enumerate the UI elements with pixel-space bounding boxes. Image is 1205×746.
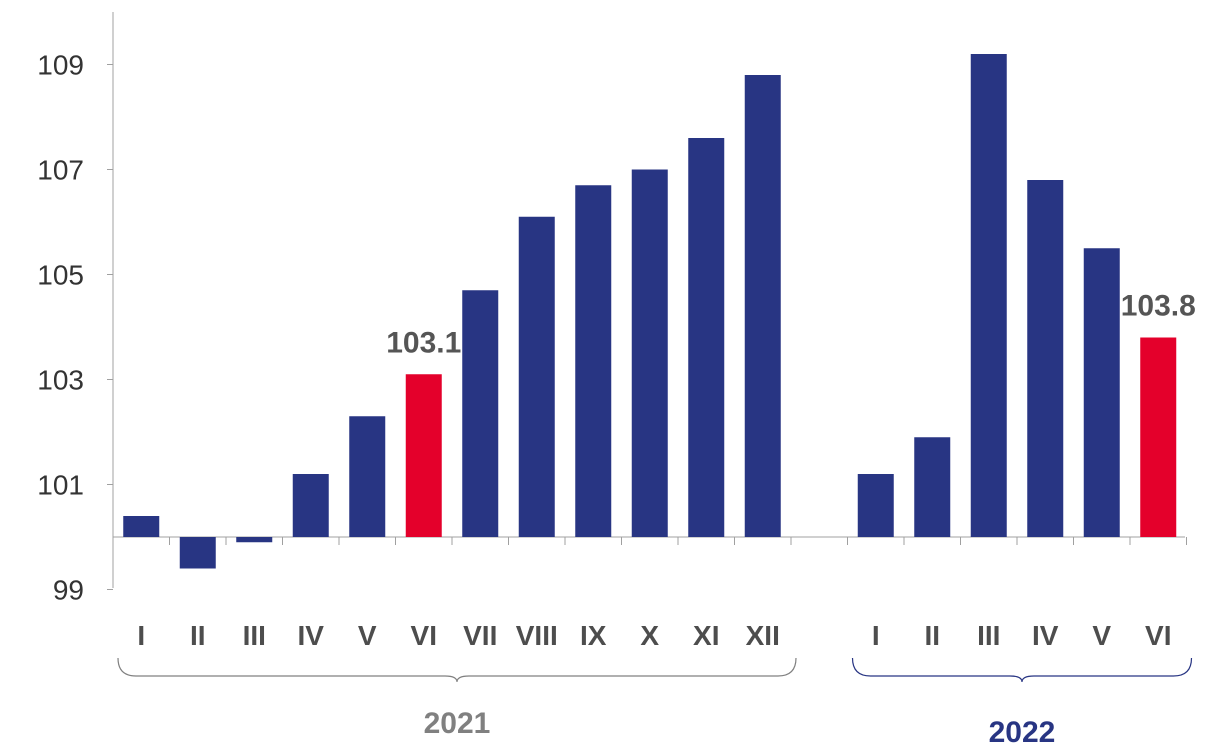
y-tick-label: 99 — [53, 575, 84, 606]
x-tick-label: XI — [693, 620, 719, 651]
bar-2021-VII — [462, 290, 499, 537]
x-tick-label: XII — [746, 620, 780, 651]
y-tick-label: 107 — [37, 155, 84, 186]
bar-2022-III — [970, 54, 1007, 537]
bar-2021-VIII — [518, 216, 555, 537]
bar-2021-III — [236, 537, 273, 543]
bar-2021-IV — [292, 474, 329, 537]
x-tick-label: I — [137, 620, 145, 651]
bar-2021-II — [179, 537, 216, 569]
y-tick-label: 101 — [37, 470, 84, 501]
x-tick-label: X — [640, 620, 659, 651]
bar-2022-II — [914, 437, 951, 537]
x-tick-label: VI — [1145, 620, 1171, 651]
y-tick-label: 103 — [37, 365, 84, 396]
x-tick-label: IV — [298, 620, 325, 651]
x-tick-label: II — [924, 620, 940, 651]
x-tick-label: VI — [411, 620, 437, 651]
bar-2021-X — [631, 169, 668, 537]
x-tick-label: III — [243, 620, 266, 651]
bar-2021-I — [123, 516, 160, 537]
group-brace-2021 — [117, 657, 797, 683]
x-tick-label: II — [190, 620, 206, 651]
y-tick-label: 109 — [37, 50, 84, 81]
x-tick-label: III — [977, 620, 1000, 651]
highlight-bar-2022-VI — [1140, 337, 1177, 537]
data-label: 103.8 — [1121, 290, 1196, 323]
group-label-2021: 2021 — [424, 707, 491, 740]
x-tick-label: V — [358, 620, 377, 651]
x-tick-label: IX — [580, 620, 607, 651]
data-label: 103.1 — [386, 326, 461, 359]
x-tick-label: VIII — [516, 620, 558, 651]
x-tick-label: IV — [1032, 620, 1059, 651]
x-tick-label: I — [872, 620, 880, 651]
group-brace-2022 — [851, 657, 1193, 683]
highlight-bar-2021-VI — [405, 374, 442, 537]
group-label-2022: 2022 — [989, 716, 1056, 746]
bar-2022-IV — [1027, 180, 1064, 537]
bar-2021-V — [349, 416, 386, 537]
bar-2021-XII — [744, 75, 781, 537]
bar-2021-XI — [688, 138, 725, 537]
bar-2021-IX — [575, 185, 612, 537]
bar-2022-I — [857, 474, 894, 537]
bar-2022-V — [1083, 248, 1120, 537]
y-tick-label: 105 — [37, 260, 84, 291]
x-tick-label: V — [1092, 620, 1111, 651]
x-tick-label: VII — [463, 620, 497, 651]
